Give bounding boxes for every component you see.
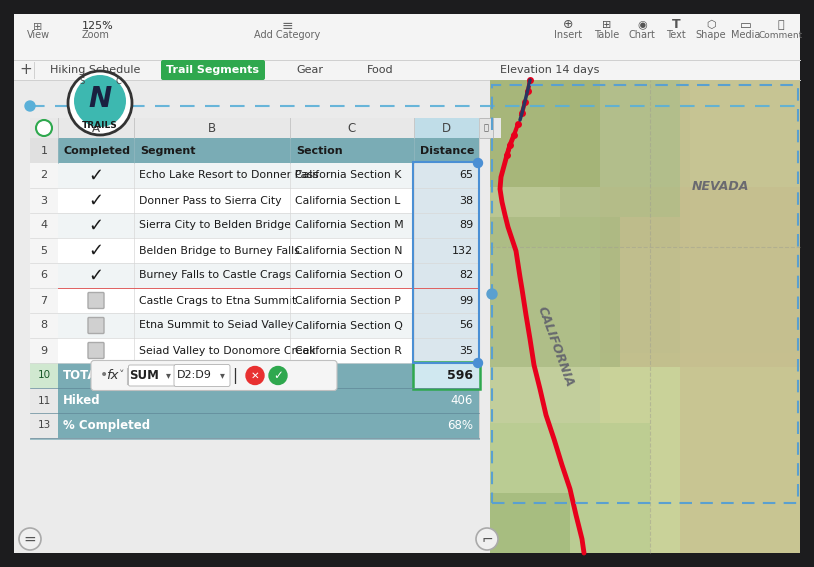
Text: 89: 89	[459, 221, 473, 231]
Text: ⊞: ⊞	[602, 20, 611, 30]
Text: C: C	[348, 121, 357, 134]
Text: D: D	[442, 121, 451, 134]
Bar	[490, 217, 620, 367]
Text: =: =	[24, 531, 37, 547]
Bar	[560, 80, 680, 217]
Text: ⬡: ⬡	[706, 20, 716, 30]
Text: 6: 6	[41, 270, 47, 281]
Text: Elevation 14 days: Elevation 14 days	[500, 65, 599, 75]
Text: 10: 10	[37, 370, 50, 380]
Bar	[30, 163, 58, 188]
Text: ✓: ✓	[89, 217, 103, 235]
Circle shape	[269, 366, 287, 384]
Bar	[30, 313, 58, 338]
Bar	[30, 138, 58, 163]
Bar	[414, 118, 479, 138]
Circle shape	[68, 71, 132, 135]
FancyBboxPatch shape	[91, 361, 337, 391]
FancyBboxPatch shape	[174, 365, 230, 387]
Text: Section: Section	[296, 146, 343, 155]
Bar	[414, 263, 479, 288]
Text: +: +	[20, 62, 33, 78]
Text: Etna Summit to Seiad Valley: Etna Summit to Seiad Valley	[139, 320, 294, 331]
Circle shape	[74, 75, 126, 127]
Text: 99: 99	[459, 295, 473, 306]
Text: 3: 3	[41, 196, 47, 205]
Text: TOTAL: TOTAL	[63, 369, 105, 382]
Text: California Section L: California Section L	[295, 196, 400, 205]
Text: SUM: SUM	[129, 369, 159, 382]
Bar	[414, 338, 479, 363]
Text: Donner Pass to Sierra City: Donner Pass to Sierra City	[139, 196, 282, 205]
Bar	[14, 60, 800, 80]
Bar	[58, 263, 479, 288]
Text: Sierra City to Belden Bridge: Sierra City to Belden Bridge	[139, 221, 291, 231]
Text: ✕: ✕	[251, 370, 260, 380]
Text: California Section M: California Section M	[295, 221, 404, 231]
Text: 11: 11	[37, 396, 50, 405]
Text: ▭: ▭	[740, 19, 752, 32]
Circle shape	[19, 528, 41, 550]
Circle shape	[246, 366, 264, 384]
Bar	[413, 162, 479, 363]
Text: ⏸: ⏸	[484, 124, 488, 133]
Bar	[490, 80, 690, 247]
Text: 4: 4	[41, 221, 47, 231]
Text: Gear: Gear	[296, 65, 323, 75]
Text: 125%: 125%	[82, 21, 114, 31]
Text: 132: 132	[452, 246, 473, 256]
Bar	[30, 118, 501, 138]
Text: 💬: 💬	[777, 20, 785, 30]
Circle shape	[476, 528, 498, 550]
Text: California Section N: California Section N	[295, 246, 402, 256]
Text: ˅: ˅	[119, 370, 125, 380]
Text: A: A	[92, 121, 100, 134]
Bar	[30, 118, 479, 438]
Bar	[30, 288, 58, 313]
Bar	[30, 338, 58, 363]
Bar	[58, 313, 479, 338]
Text: Burney Falls to Castle Crags: Burney Falls to Castle Crags	[139, 270, 291, 281]
Bar	[30, 263, 58, 288]
Text: 5: 5	[41, 246, 47, 256]
Text: ⌐: ⌐	[481, 532, 492, 546]
Text: Chart: Chart	[628, 30, 655, 40]
Bar	[680, 80, 800, 553]
Text: TRAILS: TRAILS	[82, 121, 118, 129]
Text: T: T	[672, 19, 681, 32]
Text: ✓: ✓	[89, 242, 103, 260]
Bar	[490, 80, 800, 553]
Bar	[414, 163, 479, 188]
Bar	[58, 188, 479, 213]
Text: ⊞: ⊞	[33, 22, 42, 32]
Circle shape	[474, 358, 483, 367]
Text: 13: 13	[37, 421, 50, 430]
Circle shape	[36, 120, 52, 136]
Text: D2:D9: D2:D9	[177, 370, 212, 380]
Bar	[414, 188, 479, 213]
Bar	[30, 413, 479, 438]
Bar	[30, 213, 58, 238]
Text: 8: 8	[41, 320, 47, 331]
Text: ⊕: ⊕	[562, 19, 573, 32]
FancyBboxPatch shape	[88, 293, 104, 308]
Bar	[490, 80, 800, 553]
Text: 82: 82	[459, 270, 473, 281]
Text: Zoom: Zoom	[82, 30, 110, 40]
Text: 38: 38	[459, 196, 473, 205]
Text: CALIFORNIA: CALIFORNIA	[534, 305, 575, 389]
Text: California Section O: California Section O	[295, 270, 403, 281]
Text: |: |	[233, 367, 238, 383]
Bar	[414, 288, 479, 313]
Circle shape	[474, 159, 483, 167]
FancyBboxPatch shape	[129, 365, 176, 386]
Bar	[479, 118, 493, 138]
Text: ˅: ˅	[103, 22, 108, 32]
Text: California Section R: California Section R	[295, 345, 402, 356]
Text: ✓: ✓	[89, 266, 103, 285]
Bar	[600, 353, 800, 553]
Text: Text: Text	[666, 30, 686, 40]
Text: 7: 7	[41, 295, 47, 306]
Text: B: B	[208, 121, 216, 134]
